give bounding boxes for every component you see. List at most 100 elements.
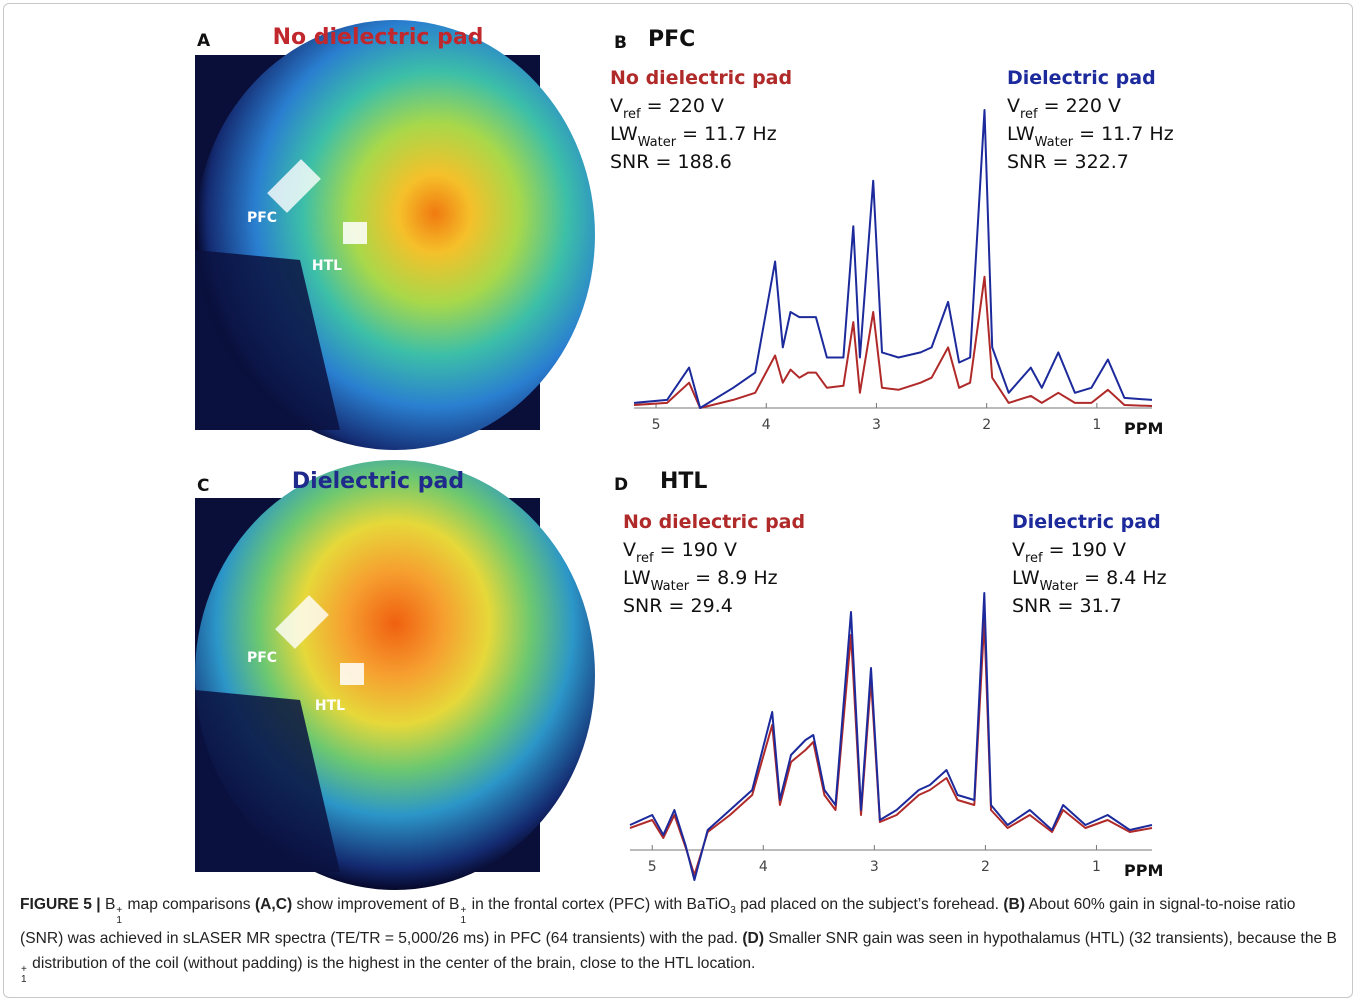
x-tick-label: 1 (1092, 859, 1101, 875)
caption-text: About 60% gain in signal-to-noise ratio … (20, 896, 1296, 947)
annotation-part: Water (638, 135, 677, 150)
annotation-part: ref (1025, 551, 1043, 566)
annotation-part: V (623, 539, 636, 561)
annotation-part: = 190 V (1043, 539, 1126, 561)
annotation: LWWater = 8.9 Hz (623, 567, 778, 594)
annotation-part: SNR = 322.7 (1007, 151, 1129, 173)
b1-map-shadow (195, 250, 340, 430)
caption-text: in the frontal cortex (PFC) with BaTiO (467, 896, 731, 913)
annotation: SNR = 29.4 (623, 595, 733, 617)
legend-label: No dielectric pad (623, 511, 805, 533)
caption-subscript: 3 (730, 905, 736, 917)
annotation-part: ref (623, 107, 641, 122)
caption-superscript: + (21, 964, 27, 975)
htl-voxel (343, 222, 367, 244)
caption-script: 1 + (460, 906, 466, 926)
annotation-part: LW (1012, 567, 1040, 589)
panel-letter: A (197, 31, 211, 51)
pfc-voxel (267, 159, 321, 213)
caption-superscript: + (460, 905, 467, 916)
caption-text: (D) (742, 930, 765, 947)
annotation-part: LW (610, 123, 638, 145)
annotation: LWWater = 11.7 Hz (610, 123, 777, 150)
caption-superscript: + (116, 905, 123, 916)
pfc-voxel (275, 595, 329, 649)
annotation-part: = 8.4 Hz (1078, 567, 1167, 589)
spectrum-line (633, 109, 1153, 409)
x-axis-label: PPM (1124, 861, 1163, 880)
annotation-part: = 220 V (641, 95, 724, 117)
annotation: LWWater = 8.4 Hz (1012, 567, 1167, 594)
annotation-part: = 11.7 Hz (676, 123, 777, 145)
region-label: PFC (247, 210, 277, 226)
caption-script: 1 + (116, 906, 122, 926)
x-tick-label: 2 (981, 859, 990, 875)
annotation-part: V (1012, 539, 1025, 561)
spectrum-line (629, 619, 1153, 876)
panel-title: PFC (648, 27, 695, 52)
region-label: PFC (247, 650, 277, 666)
b1-map-shadow (195, 690, 340, 872)
panel-title: No dielectric pad (273, 25, 484, 50)
x-tick-label: 2 (982, 417, 991, 433)
x-tick-label: 1 (1092, 417, 1101, 433)
caption-subscript: 1 (21, 974, 27, 985)
annotation: SNR = 31.7 (1012, 595, 1122, 617)
x-tick-label: 3 (872, 417, 881, 433)
caption-subscript: 1 (116, 915, 122, 926)
caption-text: FIGURE 5 | (20, 896, 101, 913)
caption: FIGURE 5 | B 1 + map comparisons (A,C) sho… (20, 892, 1340, 985)
panel-letter: D (614, 475, 628, 495)
panel-letter: B (614, 33, 627, 53)
annotation-part: V (1007, 95, 1020, 117)
caption-text: show improvement of B (292, 896, 460, 913)
x-tick-label: 4 (759, 859, 768, 875)
caption-text: distribution of the coil (without paddin… (27, 955, 756, 972)
figure-frame (3, 3, 1353, 998)
x-tick-label: 5 (652, 417, 661, 433)
panel-letter: C (197, 476, 209, 496)
x-tick-label: 4 (762, 417, 771, 433)
annotation-part: = 190 V (654, 539, 737, 561)
region-label: HTL (315, 698, 345, 714)
panel-title: HTL (660, 469, 707, 494)
annotation: Vref = 220 V (1007, 95, 1121, 122)
annotation-part: ref (1020, 107, 1038, 122)
annotation: Vref = 190 V (1012, 539, 1126, 566)
htl-voxel (340, 663, 364, 685)
annotation-part: = 8.9 Hz (689, 567, 778, 589)
legend-label: Dielectric pad (1007, 67, 1156, 89)
annotation: LWWater = 11.7 Hz (1007, 123, 1174, 150)
annotation-part: = 220 V (1038, 95, 1121, 117)
annotation-part: SNR = 188.6 (610, 151, 732, 173)
annotation: SNR = 188.6 (610, 151, 732, 173)
legend-label: Dielectric pad (1012, 511, 1161, 533)
spectrum-line (633, 275, 1153, 409)
annotation-part: Water (1035, 135, 1074, 150)
panel-title: Dielectric pad (292, 469, 464, 494)
caption-subscript: 1 (460, 915, 467, 926)
region-label: HTL (312, 258, 342, 274)
caption-text: map comparisons (123, 896, 255, 913)
annotation-part: Water (1040, 579, 1079, 594)
annotation: SNR = 322.7 (1007, 151, 1129, 173)
spectrum-line (629, 592, 1153, 881)
annotation-part: SNR = 29.4 (623, 595, 733, 617)
annotation-part: SNR = 31.7 (1012, 595, 1122, 617)
annotation-part: = 11.7 Hz (1073, 123, 1174, 145)
x-tick-label: 3 (870, 859, 879, 875)
caption-text: (A,C) (254, 896, 293, 913)
x-axis-label: PPM (1124, 419, 1163, 438)
caption-text: Smaller SNR gain was seen in hypothalamu… (764, 930, 1337, 947)
figure: A No dielectric pad PFC HTL C Dielectric pad P… (195, 20, 1174, 890)
caption-text: B (100, 896, 116, 913)
x-tick-label: 5 (648, 859, 657, 875)
annotation-part: V (610, 95, 623, 117)
caption-text: (B) (1003, 896, 1026, 913)
caption-text: pad placed on the subject’s forehead. (735, 896, 1004, 913)
caption-script: 1 + (21, 965, 27, 985)
annotation-part: LW (623, 567, 651, 589)
legend-label: No dielectric pad (610, 67, 792, 89)
annotation-part: Water (651, 579, 690, 594)
